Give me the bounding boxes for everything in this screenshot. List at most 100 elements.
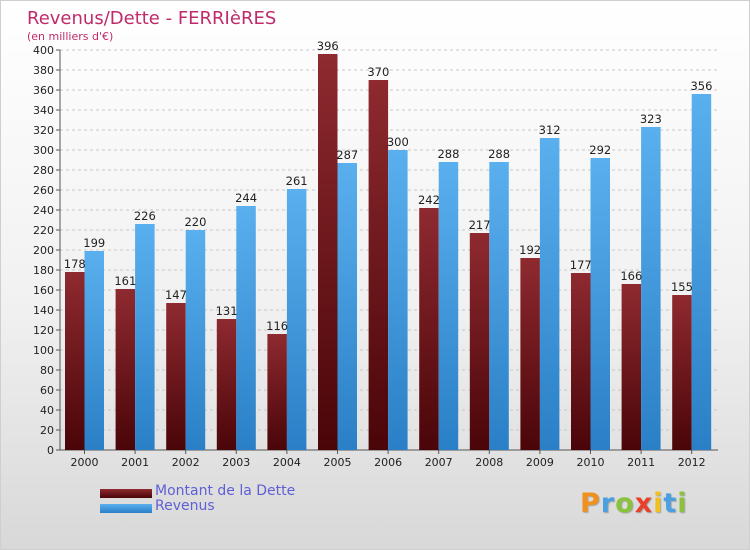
data-label-dette: 370 xyxy=(367,65,389,79)
bar-dette xyxy=(166,303,186,450)
bar-revenus xyxy=(185,230,206,450)
x-tick-label: 2005 xyxy=(324,456,352,469)
x-tick-label: 2001 xyxy=(121,456,149,469)
bar-dette xyxy=(520,258,540,450)
data-label-revenus: 292 xyxy=(589,143,611,157)
legend-swatch-dette xyxy=(100,489,152,498)
bar-revenus xyxy=(337,163,357,450)
y-tick-label: 340 xyxy=(33,104,54,117)
y-tick-label: 140 xyxy=(33,304,54,317)
y-tick-label: 400 xyxy=(33,44,54,57)
y-tick-label: 120 xyxy=(33,324,54,337)
y-tick-label: 240 xyxy=(33,204,54,217)
data-label-dette: 147 xyxy=(165,288,187,302)
y-tick-label: 100 xyxy=(33,344,54,357)
data-label-revenus: 288 xyxy=(437,147,459,161)
bar-revenus xyxy=(84,251,104,450)
bar-revenus xyxy=(438,162,459,450)
bars xyxy=(65,54,712,450)
data-label-dette: 161 xyxy=(114,274,136,288)
data-label-dette: 116 xyxy=(266,319,288,333)
data-label-revenus: 288 xyxy=(488,147,510,161)
data-label-dette: 396 xyxy=(317,39,339,53)
logo-letter: r xyxy=(600,488,616,519)
legend-swatch-revenus xyxy=(100,504,152,513)
y-tick-label: 40 xyxy=(40,404,54,417)
data-label-revenus: 199 xyxy=(83,236,105,250)
bar-dette xyxy=(216,319,237,450)
bar-dette xyxy=(672,295,692,450)
x-tick-label: 2007 xyxy=(425,456,453,469)
x-tick-label: 2003 xyxy=(222,456,250,469)
y-tick-label: 280 xyxy=(33,164,54,177)
x-tick-label: 2010 xyxy=(577,456,605,469)
bar-dette xyxy=(621,284,642,450)
legend-label-dette: Montant de la Dette xyxy=(155,483,296,499)
data-label-dette: 242 xyxy=(418,193,440,207)
logo-letter: t xyxy=(663,488,678,519)
bar-dette xyxy=(267,334,287,450)
data-label-revenus: 220 xyxy=(184,215,206,229)
legend-label-revenus: Revenus xyxy=(155,498,215,514)
data-label-revenus: 226 xyxy=(134,209,156,223)
x-tick-label: 2000 xyxy=(71,456,99,469)
data-label-revenus: 323 xyxy=(640,112,662,126)
data-labels: 178 199 161 226 147 220 131 244 116 261 396 287 370 3… xyxy=(64,39,713,333)
bar-dette xyxy=(469,233,490,450)
data-label-revenus: 356 xyxy=(690,79,712,93)
bar-revenus xyxy=(286,189,307,450)
logo-letter: o xyxy=(615,488,635,519)
x-tick-label: 2009 xyxy=(526,456,554,469)
data-label-revenus: 287 xyxy=(336,148,358,162)
bar-revenus xyxy=(691,94,712,450)
y-tick-label: 0 xyxy=(47,444,54,457)
y-tick-label: 180 xyxy=(33,264,54,277)
x-tick-label: 2002 xyxy=(172,456,200,469)
y-tick-label: 160 xyxy=(33,284,54,297)
x-tick-label: 2011 xyxy=(627,456,655,469)
x-tick-label: 2004 xyxy=(273,456,301,469)
data-label-dette: 217 xyxy=(469,218,491,232)
x-tick-label: 2006 xyxy=(374,456,402,469)
bar-revenus xyxy=(388,150,408,450)
bar-dette xyxy=(571,273,591,450)
data-label-revenus: 244 xyxy=(235,191,257,205)
y-tick-label: 60 xyxy=(40,384,54,397)
bar-revenus xyxy=(236,206,256,450)
x-tick-label: 2012 xyxy=(678,456,706,469)
bar-revenus xyxy=(641,127,661,450)
y-tick-label: 200 xyxy=(33,244,54,257)
y-tick-label: 320 xyxy=(33,124,54,137)
proxiti-logo: Proxiti xyxy=(580,488,688,519)
bar-dette xyxy=(419,208,439,450)
data-label-dette: 178 xyxy=(64,257,86,271)
y-tick-label: 300 xyxy=(33,144,54,157)
bar-revenus xyxy=(590,158,610,450)
bar-dette xyxy=(318,54,338,450)
data-label-dette: 177 xyxy=(570,258,592,272)
data-label-revenus: 300 xyxy=(387,135,409,149)
chart-title: Revenus/Dette - FERRIèRES xyxy=(27,8,276,29)
y-tick-label: 360 xyxy=(33,84,54,97)
data-label-dette: 192 xyxy=(519,243,541,257)
data-label-dette: 166 xyxy=(620,269,642,283)
data-label-dette: 155 xyxy=(671,280,693,294)
data-label-revenus: 312 xyxy=(539,123,561,137)
bar-dette xyxy=(115,289,136,450)
y-tick-label: 20 xyxy=(40,424,54,437)
logo-letter: i xyxy=(677,488,688,519)
bar-revenus xyxy=(539,138,560,450)
y-tick-label: 220 xyxy=(33,224,54,237)
x-tick-label: 2008 xyxy=(475,456,503,469)
data-label-dette: 131 xyxy=(216,304,238,318)
bar-dette xyxy=(65,272,85,450)
chart-subtitle: (en milliers d'€) xyxy=(27,30,113,43)
y-tick-label: 80 xyxy=(40,364,54,377)
bar-revenus xyxy=(489,162,509,450)
data-label-revenus: 261 xyxy=(286,174,308,188)
bar-dette xyxy=(368,80,389,450)
logo-letter: P xyxy=(580,488,601,519)
y-tick-label: 380 xyxy=(33,64,54,77)
logo-letter: i xyxy=(653,488,664,519)
